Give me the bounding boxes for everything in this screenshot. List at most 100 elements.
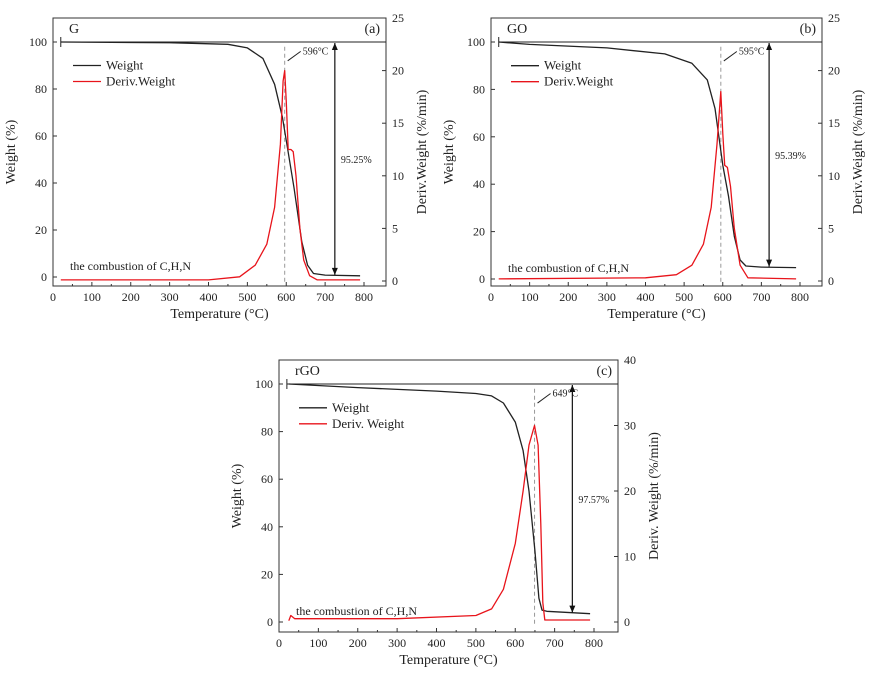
peak-arrow [537, 393, 551, 404]
peak-arrow [723, 51, 738, 62]
y-tick-label: 60 [473, 130, 485, 144]
sample-label: GO [507, 22, 527, 37]
y-tick-label: 100 [255, 377, 273, 391]
y-tick-label: 40 [473, 177, 485, 191]
legend-entry: Weight [544, 58, 582, 73]
x-axis-label: Temperature (°C) [607, 307, 706, 322]
peak-arrow [287, 50, 301, 62]
plot-frame [52, 17, 387, 287]
y-tick-label: 60 [35, 129, 47, 143]
arrow-head-top [766, 43, 773, 50]
arrow-head-bottom [766, 259, 773, 267]
sample-label: rGO [295, 364, 320, 379]
x-tick-label: 100 [521, 290, 539, 304]
peak-temperature-label: 596°C [303, 46, 329, 57]
arrow-head-bottom [331, 267, 338, 275]
peak-temperature-label: 649°C [553, 389, 579, 400]
x-tick-label: 700 [752, 290, 770, 304]
panel-label: (c) [596, 364, 612, 379]
y2-tick-label: 10 [392, 169, 404, 183]
arrow-head-top [569, 385, 576, 392]
y-tick-label: 20 [261, 567, 273, 581]
y2-tick-label: 5 [392, 221, 398, 235]
x-tick-label: 600 [714, 290, 732, 304]
x-tick-label: 300 [161, 290, 179, 304]
panel-label: (b) [800, 22, 817, 37]
x-tick-label: 600 [506, 636, 524, 650]
chart-panel-go: 0 100 200 300 400 500 600 700 800 0 20 40 60 80 100 0 5 1… [442, 11, 866, 322]
x-tick-label: 0 [50, 290, 56, 304]
series-weight [60, 41, 361, 277]
y2-tick-label: 30 [624, 419, 636, 433]
y-axis-label: Weight (%) [442, 119, 457, 184]
x-tick-label: 500 [467, 636, 485, 650]
x-tick-label: 700 [316, 290, 334, 304]
y-tick-label: 0 [479, 272, 485, 286]
x-axis-label: Temperature (°C) [399, 653, 498, 668]
legend-entry: Deriv. Weight [332, 416, 405, 431]
y-tick-label: 0 [41, 270, 47, 284]
chart-panel-rgo: 0 100 200 300 400 500 600 700 800 0 20 40 60 80 100 0 10… [230, 353, 662, 668]
series-deriv-weight [498, 90, 797, 280]
y-tick-label: 100 [467, 35, 485, 49]
y2-tick-label: 15 [392, 116, 404, 130]
x-tick-label: 100 [309, 636, 327, 650]
plot-frame [490, 17, 823, 287]
y-tick-label: 0 [267, 615, 273, 629]
plot-frame [278, 359, 619, 633]
x-tick-label: 500 [675, 290, 693, 304]
combustion-annotation: the combustion of C,H,N [70, 259, 191, 273]
combustion-annotation: the combustion of C,H,N [296, 604, 417, 618]
legend-entry: Deriv.Weight [106, 74, 176, 89]
chart-panel-g: 0 100 200 300 400 500 600 700 800 0 20 40 60 80 100 0 5 1… [4, 11, 430, 322]
x-tick-label: 800 [585, 636, 603, 650]
y2-tick-label: 25 [828, 11, 840, 25]
sample-label: G [69, 22, 79, 37]
x-tick-label: 200 [349, 636, 367, 650]
series-weight [288, 383, 591, 615]
series-weight [498, 41, 797, 269]
y2-tick-label: 25 [392, 11, 404, 25]
y-tick-label: 40 [35, 176, 47, 190]
y-tick-label: 80 [473, 82, 485, 96]
x-tick-label: 500 [238, 290, 256, 304]
legend-entry: Weight [332, 400, 370, 415]
y2-axis-label: Deriv.Weight (%/min) [415, 89, 430, 214]
combustion-annotation: the combustion of C,H,N [508, 261, 629, 275]
series-deriv-weight [60, 69, 361, 281]
y2-tick-label: 20 [392, 64, 404, 78]
y2-tick-label: 15 [828, 116, 840, 130]
peak-temperature-label: 595°C [739, 46, 765, 57]
x-tick-label: 800 [791, 290, 809, 304]
x-tick-label: 300 [598, 290, 616, 304]
legend-entry: Weight [106, 58, 144, 73]
y-tick-label: 80 [35, 82, 47, 96]
y2-tick-label: 0 [624, 615, 630, 629]
y2-tick-label: 10 [828, 169, 840, 183]
y2-tick-label: 20 [828, 64, 840, 78]
x-tick-label: 700 [546, 636, 564, 650]
x-tick-label: 400 [428, 636, 446, 650]
y-tick-label: 100 [29, 35, 47, 49]
x-tick-label: 800 [355, 290, 373, 304]
y2-tick-label: 5 [828, 221, 834, 235]
x-tick-label: 100 [83, 290, 101, 304]
x-axis-label: Temperature (°C) [170, 307, 269, 322]
y2-tick-label: 40 [624, 353, 636, 367]
arrow-head-top [331, 43, 338, 50]
arrow-head-bottom [569, 605, 576, 613]
y-tick-label: 20 [35, 223, 47, 237]
y2-tick-label: 10 [624, 550, 636, 564]
y-axis-label: Weight (%) [4, 119, 19, 184]
y2-tick-label: 0 [392, 274, 398, 288]
y2-axis-label: Deriv.Weight (%/min) [851, 89, 866, 214]
series-deriv-weight [288, 424, 591, 621]
panel-label: (a) [364, 22, 380, 37]
x-tick-label: 200 [559, 290, 577, 304]
legend-entry: Deriv.Weight [544, 74, 614, 89]
y-tick-label: 40 [261, 520, 273, 534]
y-axis-label: Weight (%) [230, 463, 245, 528]
x-tick-label: 400 [200, 290, 218, 304]
x-tick-label: 200 [122, 290, 140, 304]
x-tick-label: 0 [276, 636, 282, 650]
